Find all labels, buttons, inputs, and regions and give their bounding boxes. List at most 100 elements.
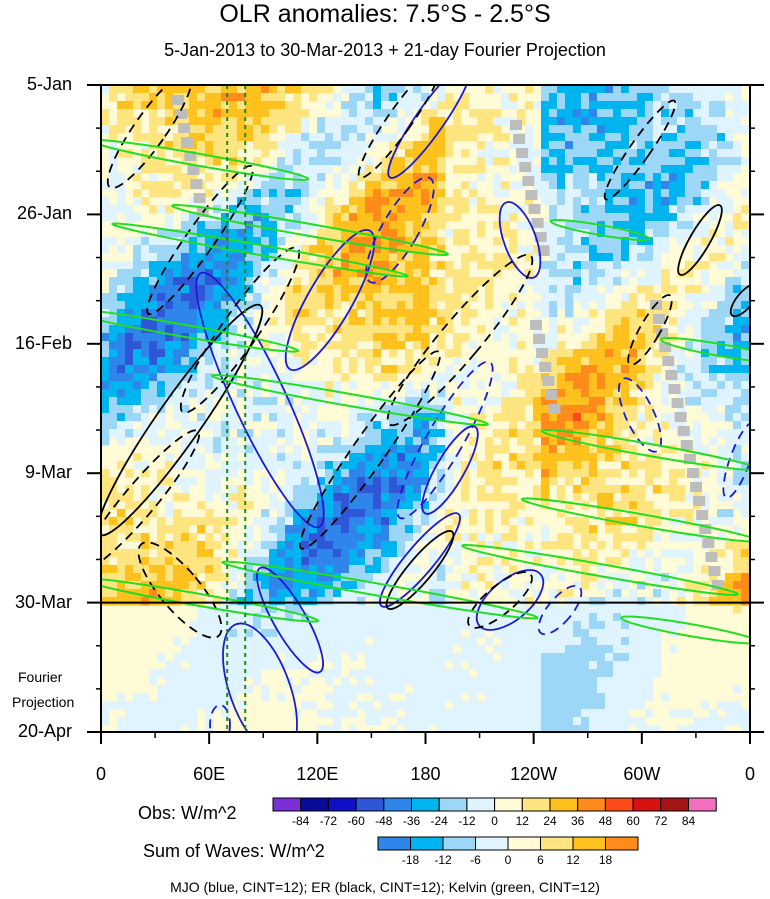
heatmap-cell	[613, 717, 622, 726]
heatmap-cell	[725, 349, 734, 358]
heatmap-cell	[381, 461, 390, 470]
heatmap-cell	[485, 469, 494, 478]
heatmap-cell	[597, 261, 606, 270]
heatmap-cell	[389, 685, 398, 694]
heatmap-cell	[453, 549, 462, 558]
heatmap-cell	[565, 429, 574, 438]
heatmap-cell	[365, 93, 374, 102]
heatmap-cell	[613, 677, 622, 686]
heatmap-cell	[381, 509, 390, 518]
heatmap-cell	[541, 301, 550, 310]
heatmap-cell	[597, 605, 606, 614]
heatmap-cell	[125, 309, 134, 318]
heatmap-cell	[133, 429, 142, 438]
heatmap-cell	[621, 573, 630, 582]
heatmap-cell	[421, 429, 430, 438]
heatmap-cell	[429, 109, 438, 118]
heatmap-cell	[413, 685, 422, 694]
heatmap-cell	[485, 493, 494, 502]
missing-data-cell	[528, 204, 541, 214]
heatmap-cell	[373, 373, 382, 382]
heatmap-cell	[197, 525, 206, 534]
heatmap-cell	[165, 557, 174, 566]
heatmap-cell	[741, 277, 750, 286]
heatmap-cell	[333, 205, 342, 214]
heatmap-cell	[581, 253, 590, 262]
heatmap-cell	[325, 653, 334, 662]
heatmap-cell	[189, 661, 198, 670]
heatmap-cell	[509, 509, 518, 518]
heatmap-cell	[229, 469, 238, 478]
heatmap-cell	[165, 709, 174, 718]
heatmap-cell	[549, 605, 558, 614]
heatmap-cell	[653, 293, 662, 302]
heatmap-cell	[501, 493, 510, 502]
heatmap-cell	[469, 365, 478, 374]
heatmap-cell	[173, 573, 182, 582]
heatmap-cell	[605, 253, 614, 262]
heatmap-cell	[637, 381, 646, 390]
heatmap-cell	[597, 365, 606, 374]
heatmap-cell	[421, 493, 430, 502]
heatmap-cell	[149, 277, 158, 286]
heatmap-cell	[565, 381, 574, 390]
heatmap-cell	[389, 197, 398, 206]
heatmap-cell	[173, 269, 182, 278]
heatmap-cell	[661, 157, 670, 166]
heatmap-cell	[357, 149, 366, 158]
heatmap-cell	[621, 405, 630, 414]
heatmap-cell	[621, 349, 630, 358]
heatmap-cell	[205, 677, 214, 686]
heatmap-cell	[381, 565, 390, 574]
heatmap-cell	[437, 237, 446, 246]
heatmap-cell	[661, 133, 670, 142]
heatmap-cell	[621, 605, 630, 614]
heatmap-cell	[629, 197, 638, 206]
heatmap-cell	[133, 277, 142, 286]
heatmap-cell	[501, 541, 510, 550]
heatmap-cell	[533, 677, 542, 686]
heatmap-cell	[253, 445, 262, 454]
heatmap-cell	[117, 373, 126, 382]
heatmap-cell	[117, 493, 126, 502]
heatmap-cell	[549, 221, 558, 230]
heatmap-cell	[109, 429, 118, 438]
heatmap-cell	[733, 341, 742, 350]
heatmap-cell	[149, 301, 158, 310]
heatmap-cell	[109, 421, 118, 430]
heatmap-cell	[237, 277, 246, 286]
heatmap-cell	[397, 181, 406, 190]
heatmap-cell	[405, 613, 414, 622]
heatmap-cell	[725, 509, 734, 518]
heatmap-cell	[149, 85, 158, 94]
heatmap-cell	[565, 469, 574, 478]
heatmap-cell	[621, 597, 630, 606]
heatmap-cell	[357, 613, 366, 622]
heatmap-cell	[653, 141, 662, 150]
heatmap-cell	[589, 605, 598, 614]
heatmap-cell	[117, 581, 126, 590]
heatmap-cell	[677, 221, 686, 230]
heatmap-cell	[277, 637, 286, 646]
heatmap-cell	[165, 213, 174, 222]
heatmap-cell	[725, 493, 734, 502]
heatmap-cell	[261, 357, 270, 366]
heatmap-cell	[597, 237, 606, 246]
heatmap-cell	[149, 709, 158, 718]
heatmap-cell	[165, 341, 174, 350]
heatmap-cell	[293, 501, 302, 510]
heatmap-cell	[373, 541, 382, 550]
heatmap-cell	[325, 709, 334, 718]
heatmap-cell	[133, 301, 142, 310]
heatmap-cell	[701, 261, 710, 270]
heatmap-cell	[349, 581, 358, 590]
heatmap-cell	[413, 149, 422, 158]
heatmap-cell	[421, 133, 430, 142]
heatmap-cell	[301, 621, 310, 630]
heatmap-cell	[541, 493, 550, 502]
heatmap-cell	[381, 165, 390, 174]
heatmap-cell	[253, 181, 262, 190]
heatmap-cell	[541, 533, 550, 542]
heatmap-cell	[645, 325, 654, 334]
er-contour	[729, 282, 750, 318]
